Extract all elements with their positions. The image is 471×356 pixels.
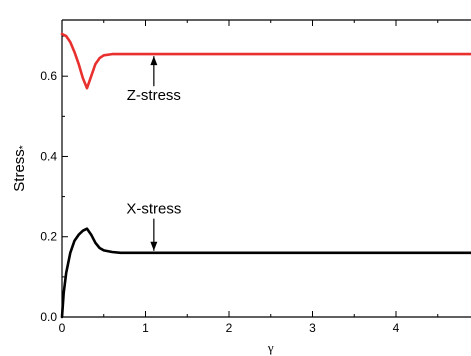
y-tick-label: 0.2 [40,230,57,244]
annotation-arrow-head [150,56,158,66]
annotation-z-stress: Z-stress [127,87,181,104]
annotations: Z-stress X-stress [126,56,181,251]
y-tick-label: 0.6 [40,69,57,83]
y-tick-label: 0.4 [40,149,57,163]
y-axis-label: Stress* [11,145,29,192]
ticks: 0 1 2 3 4 0.0 0.2 0.4 0.6 [40,20,439,335]
x-tick-label: 1 [142,321,149,335]
x-tick-label: 2 [226,321,233,335]
y-axis-label-main: Stress [11,149,28,192]
x-tick-label: 3 [309,321,316,335]
x-tick-label: 4 [393,321,400,335]
series-group [60,32,471,319]
x-tick-label: 0 [59,321,66,335]
y-tick-label: 0.0 [40,310,57,324]
annotation-x-stress: X-stress [126,201,181,218]
series-line-red [60,32,471,90]
axes [61,19,471,318]
annotation-arrow-head [150,241,158,251]
y-axis-label-suffix: * [18,145,29,149]
x-axis-label: γ [267,340,274,355]
series-line-black [60,227,471,319]
